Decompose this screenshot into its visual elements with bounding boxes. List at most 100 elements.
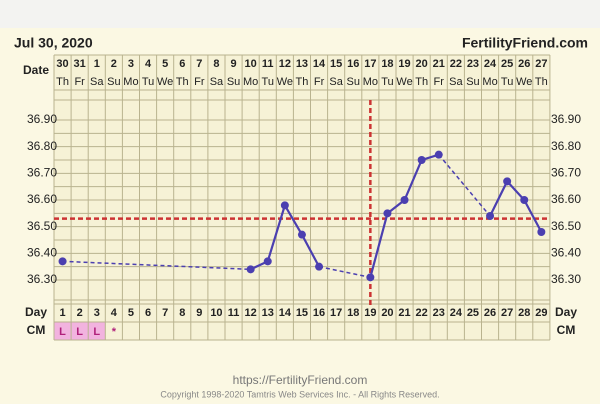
cm-label: CM xyxy=(557,323,576,337)
weekday-label: Mo xyxy=(482,76,497,88)
y2-tick-label: 36.70 xyxy=(551,166,581,180)
cycle-day-label: 25 xyxy=(467,307,479,319)
date-label: 4 xyxy=(145,58,152,70)
date-label: 10 xyxy=(245,58,257,70)
weekday-label: Tu xyxy=(381,76,393,88)
date-label: 9 xyxy=(230,58,236,70)
weekday-label: Fr xyxy=(314,76,325,88)
cycle-day-label: 23 xyxy=(433,307,445,319)
date-label: 21 xyxy=(433,58,445,70)
y-tick-label: 36.40 xyxy=(27,246,57,260)
cm-label: * xyxy=(112,326,117,338)
temperature-point xyxy=(434,150,443,159)
chart-title: Jul 30, 2020 xyxy=(14,35,93,51)
date-label: 26 xyxy=(518,58,530,70)
date-label: 27 xyxy=(535,58,547,70)
gap-bridge xyxy=(318,265,371,279)
date-label: 2 xyxy=(111,58,117,70)
weekday-label: Mo xyxy=(123,76,138,88)
cycle-day-label: 5 xyxy=(128,307,134,319)
temperature-point xyxy=(280,201,289,210)
cycle-day-label: 12 xyxy=(245,307,257,319)
temperature-point xyxy=(503,177,512,186)
temperature-point xyxy=(486,212,495,220)
date-label: 19 xyxy=(398,58,410,70)
date-label: 14 xyxy=(313,58,326,70)
weekday-label: Th xyxy=(56,76,69,88)
footer-copyright: Copyright 1998-2020 Tamtris Web Services… xyxy=(160,389,439,399)
weekday-label: We xyxy=(277,76,293,88)
weekday-label: Su xyxy=(107,76,120,88)
temperature-point xyxy=(58,257,67,266)
weekday-label: Th xyxy=(176,76,189,88)
cycle-day-label: 20 xyxy=(381,307,393,319)
temperature-line xyxy=(489,179,543,233)
cycle-day-label: 7 xyxy=(162,307,168,319)
cm-label: CM xyxy=(27,323,46,337)
cm-label: L xyxy=(76,326,83,338)
cycle-day-label: 26 xyxy=(484,307,496,319)
day-label: Day xyxy=(555,305,577,319)
weekday-label: Th xyxy=(535,76,548,88)
site-name: FertilityFriend.com xyxy=(462,35,588,51)
temperature-point xyxy=(315,262,324,271)
temperature-point xyxy=(366,273,375,282)
weekday-label: Sa xyxy=(449,76,463,88)
cycle-day-label: 27 xyxy=(501,307,513,319)
date-label: 17 xyxy=(364,58,376,70)
cycle-day-label: 3 xyxy=(94,307,100,319)
temperature-point xyxy=(297,230,306,239)
cycle-day-label: 21 xyxy=(398,307,410,319)
date-label: 24 xyxy=(484,58,497,70)
cm-label: L xyxy=(59,326,66,338)
date-label: 22 xyxy=(450,58,462,70)
cycle-day-label: 16 xyxy=(313,307,325,319)
date-label: 5 xyxy=(162,58,168,70)
date-label: 7 xyxy=(196,58,202,70)
weekday-label: Sa xyxy=(90,76,104,88)
cycle-day-label: 1 xyxy=(59,307,65,319)
weekday-label: Tu xyxy=(501,76,513,88)
y2-tick-label: 36.60 xyxy=(551,192,581,206)
weekday-label: Fr xyxy=(194,76,205,88)
weekday-label: Su xyxy=(466,76,479,88)
day-label: Day xyxy=(25,305,47,319)
date-label: 15 xyxy=(330,58,342,70)
cycle-day-label: 6 xyxy=(145,307,151,319)
date-label: 18 xyxy=(381,58,393,70)
weekday-label: Tu xyxy=(262,76,274,88)
cycle-day-label: 22 xyxy=(416,307,428,319)
y2-tick-label: 36.50 xyxy=(551,219,581,233)
y-tick-label: 36.50 xyxy=(27,219,57,233)
weekday-label: Fr xyxy=(434,76,445,88)
cycle-day-label: 29 xyxy=(535,307,547,319)
y2-tick-label: 36.30 xyxy=(551,272,581,286)
weekday-label: Th xyxy=(415,76,428,88)
weekday-label: Th xyxy=(296,76,309,88)
date-label: 3 xyxy=(128,58,134,70)
date-label: 30 xyxy=(56,58,68,70)
temperature-point xyxy=(417,156,426,164)
temperature-point xyxy=(537,228,546,236)
cycle-day-label: 13 xyxy=(262,307,274,319)
date-label: 8 xyxy=(213,58,219,70)
y-tick-label: 36.80 xyxy=(27,139,57,153)
cycle-day-label: 10 xyxy=(210,307,222,319)
weekday-label: Su xyxy=(227,76,240,88)
date-label: 25 xyxy=(501,58,513,70)
date-label: 16 xyxy=(347,58,359,70)
weekday-label: We xyxy=(516,76,532,88)
gap-bridge xyxy=(62,260,251,271)
date-label: 1 xyxy=(94,58,100,70)
weekday-label: Sa xyxy=(210,76,224,88)
temperature-point xyxy=(263,257,272,266)
plot-background xyxy=(54,55,550,340)
y-tick-label: 36.60 xyxy=(27,192,57,206)
y-tick-label: 36.30 xyxy=(27,272,57,286)
weekday-label: We xyxy=(396,76,412,88)
cycle-day-label: 9 xyxy=(196,307,202,319)
footer-url: https://FertilityFriend.com xyxy=(233,373,368,387)
weekday-label: Sa xyxy=(329,76,343,88)
cm-cell xyxy=(88,322,106,340)
